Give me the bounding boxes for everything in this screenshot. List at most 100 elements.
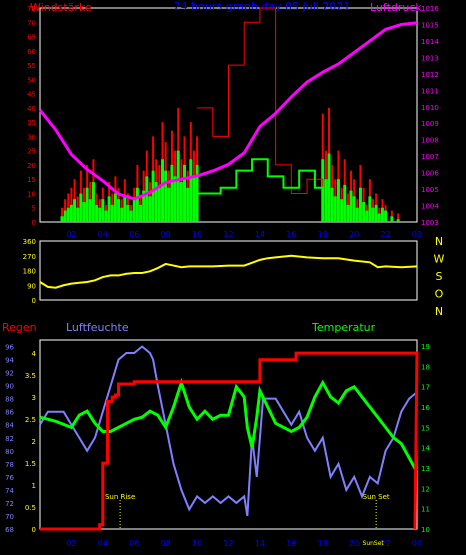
humidity-tick-label: 86 — [5, 409, 14, 417]
x-tick-label: 18 — [318, 539, 328, 548]
pressure-tick-label: 1016 — [421, 5, 439, 13]
wind-tick-label: 20 — [27, 162, 36, 170]
humidity-title: Luftfeuchte — [66, 321, 129, 334]
temperature-tick-label: 17 — [421, 384, 430, 392]
pressure-tick-label: 1009 — [421, 120, 439, 128]
wind-x-ticks: 02 04 06 08 10 12 14 16 18 20 22 00 — [66, 230, 422, 239]
rain-axis-ticks: 0 0.5 1 1.5 2 2.5 3 3.5 4 — [25, 350, 37, 534]
wind-pressure-panel: Windstärke 24 hours graph day 05 Juli 20… — [27, 0, 439, 239]
x-tick-label: 22 — [380, 230, 390, 239]
temperature-tick-label: 11 — [421, 506, 430, 514]
x-tick-label: 00 — [412, 230, 422, 239]
x-tick-label: 20 — [349, 539, 359, 548]
graph-title: 24 hours graph day 05 Juli 2021 — [174, 0, 351, 13]
wind-tick-label: 70 — [27, 19, 36, 27]
compass-label: O — [435, 288, 444, 301]
pressure-tick-label: 1004 — [421, 203, 439, 211]
compass-label: S — [436, 270, 443, 283]
sun-annotations: Sun Rise Sun Set SunSet — [105, 493, 390, 547]
temperature-tick-label: 13 — [421, 465, 430, 473]
x-tick-label: 20 — [349, 230, 359, 239]
wind-tick-label: 65 — [27, 34, 36, 42]
rain-tick-label: 1.5 — [25, 460, 36, 468]
pressure-tick-label: 1003 — [421, 219, 439, 227]
x-tick-label: 14 — [255, 539, 265, 548]
temperature-tick-label: 18 — [421, 363, 430, 371]
humidity-axis-ticks: 68 70 72 74 76 78 80 82 84 86 88 90 92 94 96 — [5, 344, 14, 534]
wind-tick-label: 55 — [27, 62, 36, 70]
humidity-tick-label: 72 — [5, 500, 14, 508]
direction-tick-label: 90 — [27, 282, 36, 290]
pressure-tick-label: 1015 — [421, 21, 439, 29]
humidity-tick-label: 70 — [5, 513, 14, 521]
wind-axis-ticks: 0 5 10 15 20 25 30 35 40 45 50 55 60 65 70 75 — [27, 5, 36, 227]
humidity-tick-label: 74 — [5, 487, 14, 495]
x-tick-label: 04 — [98, 230, 108, 239]
temperature-axis-ticks: 10 11 12 13 14 15 16 17 18 19 — [421, 343, 430, 534]
humidity-tick-label: 76 — [5, 474, 14, 482]
x-tick-label: 02 — [66, 230, 76, 239]
temperature-tick-label: 10 — [421, 526, 430, 534]
compass-label: N — [435, 235, 443, 248]
direction-frame — [39, 240, 418, 301]
wind-tick-label: 75 — [27, 5, 36, 13]
pressure-tick-label: 1013 — [421, 54, 439, 62]
x-tick-label: 06 — [129, 230, 139, 239]
wind-tick-label: 5 — [32, 205, 36, 213]
humidity-tick-label: 96 — [5, 344, 14, 352]
rain-tick-label: 0 — [32, 526, 36, 534]
rain-tick-label: 1 — [32, 482, 36, 490]
wind-tick-label: 10 — [27, 190, 36, 198]
wind-pressure-frame — [39, 7, 418, 223]
wind-title: Windstärke — [30, 1, 92, 14]
x-tick-label: 12 — [223, 230, 233, 239]
x-tick-label: 16 — [286, 539, 296, 548]
direction-tick-label: 0 — [32, 297, 36, 305]
sunrise-label: Sun Rise — [105, 493, 135, 501]
temperature-tick-label: 12 — [421, 485, 430, 493]
x-tick-label: 02 — [66, 539, 76, 548]
temperature-tick-label: 19 — [421, 343, 430, 351]
rain-tick-label: 0.5 — [25, 504, 36, 512]
rht-x-ticks: 02 04 06 08 10 12 14 16 18 20 22 00 — [66, 539, 422, 548]
x-tick-label: 14 — [255, 230, 265, 239]
pressure-tick-label: 1006 — [421, 170, 439, 178]
rain-tick-label: 2 — [32, 438, 36, 446]
pressure-tick-label: 1014 — [421, 38, 439, 46]
x-tick-label: 16 — [286, 230, 296, 239]
pressure-tick-label: 1007 — [421, 153, 439, 161]
rain-tick-label: 2.5 — [25, 416, 36, 424]
humidity-tick-label: 92 — [5, 370, 14, 378]
pressure-tick-label: 1008 — [421, 137, 439, 145]
wind-tick-label: 60 — [27, 48, 36, 56]
humidity-tick-label: 78 — [5, 461, 14, 469]
direction-tick-label: 360 — [23, 238, 36, 246]
compass-label: W — [434, 253, 445, 266]
humidity-tick-label: 68 — [5, 526, 14, 534]
wind-tick-label: 45 — [27, 91, 36, 99]
humidity-tick-label: 84 — [5, 422, 14, 430]
wind-tick-label: 30 — [27, 133, 36, 141]
rain-tick-label: 3 — [32, 394, 36, 402]
direction-tick-label: 180 — [23, 268, 36, 276]
x-tick-label: 12 — [223, 539, 233, 548]
humidity-tick-label: 82 — [5, 435, 14, 443]
sunset-axis-label: SunSet — [363, 540, 385, 547]
wind-tick-label: 0 — [32, 219, 36, 227]
wind-speed-series — [60, 150, 400, 222]
humidity-line — [39, 345, 418, 517]
pressure-title: Luftdruck — [370, 1, 422, 14]
humidity-tick-label: 90 — [5, 383, 14, 391]
rain-tick-label: 3.5 — [25, 372, 36, 380]
pressure-tick-label: 1011 — [421, 87, 439, 95]
temperature-line — [39, 377, 419, 473]
x-tick-label: 08 — [161, 539, 171, 548]
x-tick-label: 10 — [192, 539, 202, 548]
wind-tick-label: 15 — [27, 176, 36, 184]
wind-tick-label: 35 — [27, 119, 36, 127]
gust-max-step-line — [197, 7, 324, 194]
x-tick-label: 18 — [318, 230, 328, 239]
